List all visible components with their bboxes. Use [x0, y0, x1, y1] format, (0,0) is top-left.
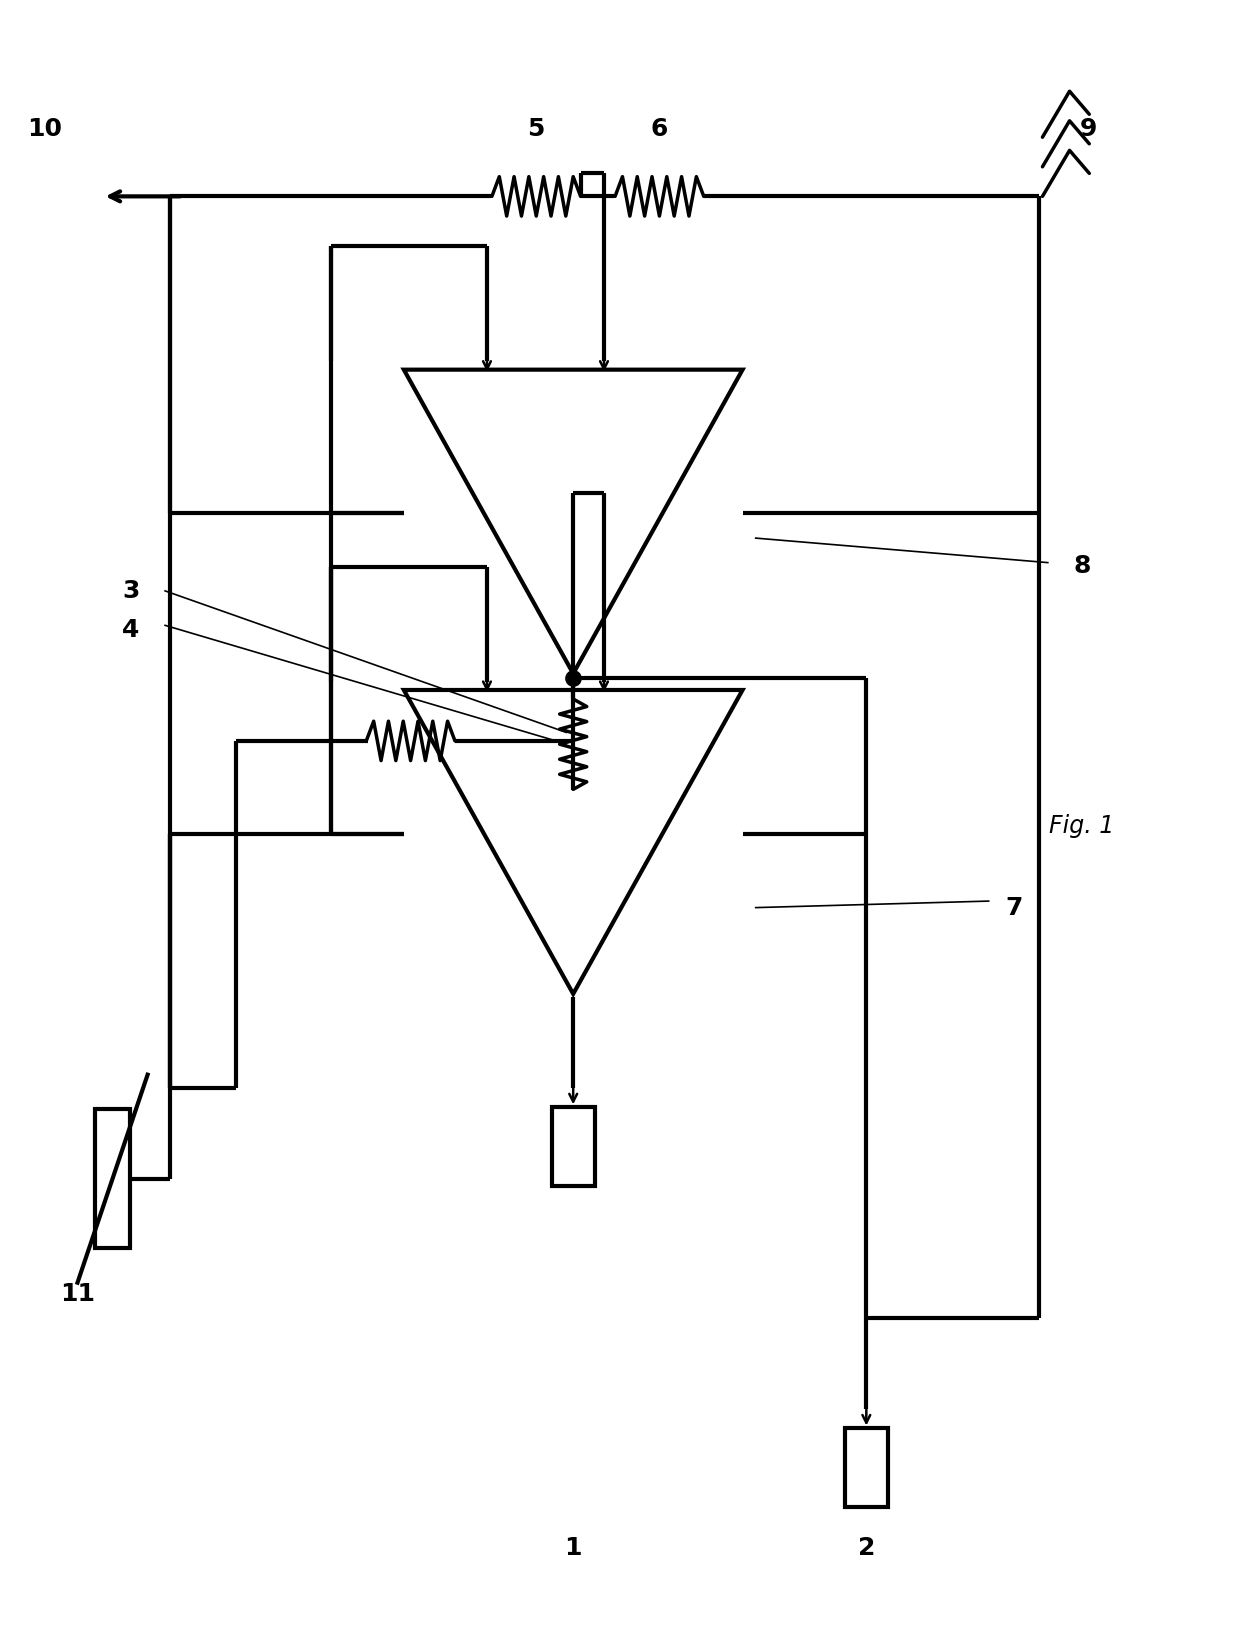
Text: 9: 9 — [1079, 117, 1096, 140]
Text: 10: 10 — [27, 117, 62, 140]
Bar — [552, 1108, 595, 1185]
Text: Fig. 1: Fig. 1 — [1049, 814, 1115, 837]
Text: 8: 8 — [1073, 555, 1090, 578]
Text: 11: 11 — [61, 1281, 95, 1306]
Text: 5: 5 — [527, 117, 544, 140]
Text: 1: 1 — [564, 1537, 582, 1560]
Text: 2: 2 — [858, 1537, 875, 1560]
Bar — [844, 1428, 888, 1507]
Bar — [95, 1109, 130, 1248]
Text: 6: 6 — [651, 117, 668, 140]
Text: 7: 7 — [1006, 895, 1023, 920]
Text: 3: 3 — [123, 578, 140, 603]
Text: 4: 4 — [123, 617, 140, 642]
